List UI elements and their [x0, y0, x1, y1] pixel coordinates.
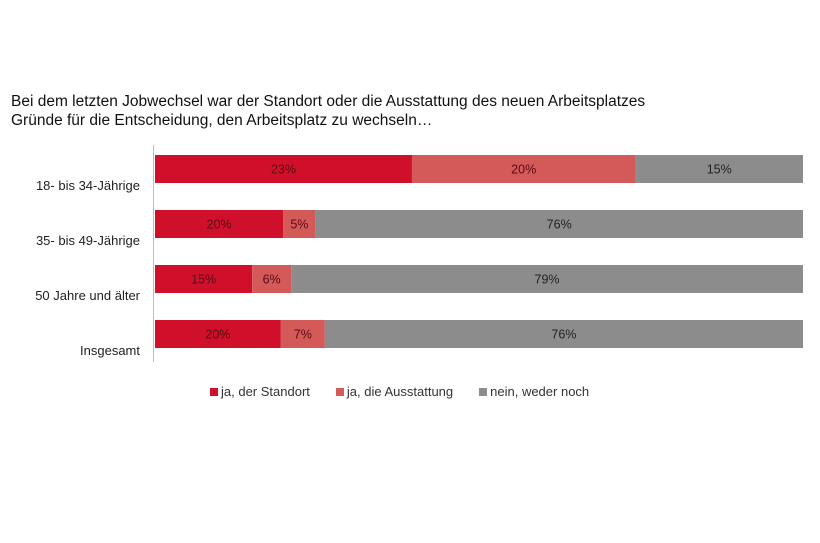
data-label: 20% [205, 328, 230, 342]
title-line-1: Bei dem letzten Jobwechsel war der Stand… [11, 93, 646, 110]
legend-item-ausstattung: ja, die Ausstattung [335, 384, 454, 399]
data-label: 7% [294, 328, 312, 342]
legend-label: ja, die Ausstattung [346, 384, 454, 399]
legend-label: ja, der Standort [221, 384, 310, 399]
category-label: 35- bis 49-Jährige [36, 233, 140, 248]
chart-title: Bei dem letzten Jobwechsel war der Stand… [11, 92, 645, 130]
bar-segment [283, 210, 316, 238]
legend-swatch [479, 387, 488, 396]
data-label: 15% [191, 273, 216, 287]
category-label: Insgesamt [80, 343, 140, 358]
bar-segment [411, 155, 636, 183]
bar-segment [280, 320, 325, 348]
category-label: 18- bis 34-Jährige [36, 178, 140, 193]
data-label: 79% [535, 273, 560, 287]
bar-segment [155, 155, 412, 183]
bar-segment [252, 265, 292, 293]
data-label: 20% [207, 218, 232, 232]
bar-segment [155, 210, 284, 238]
bar-segment [324, 320, 803, 348]
bar-segment [291, 265, 803, 293]
legend: ja, der Standort ja, die Ausstattung nei… [210, 384, 589, 399]
bar-segment [315, 210, 803, 238]
data-label: 5% [290, 218, 308, 232]
legend-label: nein, weder noch [490, 384, 590, 399]
data-label: 76% [551, 328, 576, 342]
bar-segment [155, 265, 253, 293]
legend-swatch [335, 387, 344, 396]
legend-item-nein: nein, weder noch [479, 384, 589, 399]
legend-swatch [210, 387, 218, 396]
data-label: 76% [547, 218, 572, 232]
legend-item-standort: ja, der Standort [210, 384, 310, 399]
data-label: 15% [707, 163, 732, 177]
title-line-2: Gründe für die Entscheidung, den Arbeits… [11, 112, 433, 129]
bar-segment [155, 320, 281, 348]
data-label: 20% [511, 163, 536, 177]
data-label: 23% [271, 163, 296, 177]
bar-segment [635, 155, 803, 183]
data-label: 6% [263, 273, 281, 287]
category-label: 50 Jahre und älter [35, 288, 140, 303]
